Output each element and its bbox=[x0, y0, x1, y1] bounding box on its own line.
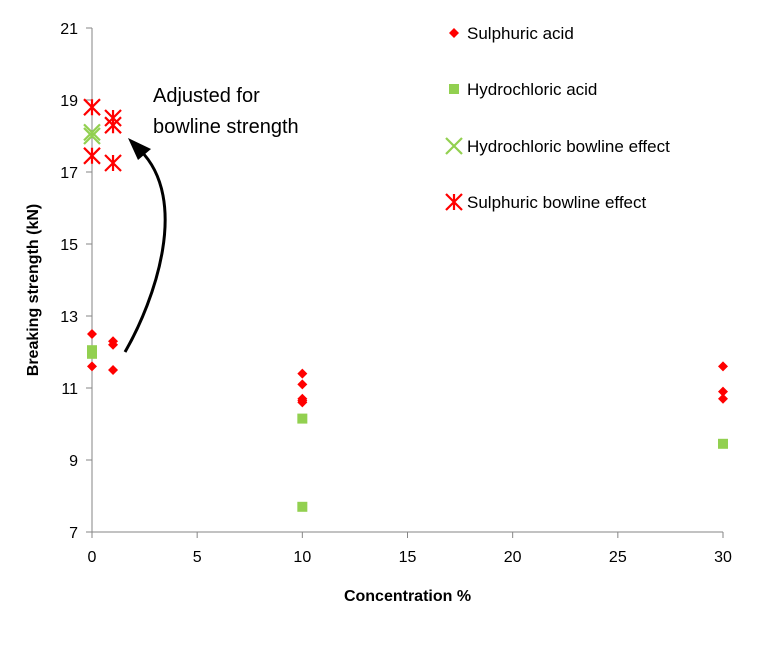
x-tick-label: 20 bbox=[504, 549, 522, 566]
point-star-3 bbox=[104, 154, 122, 172]
legend-marker bbox=[445, 193, 463, 211]
legend-item: Hydrochloric acid bbox=[449, 80, 597, 99]
x-tick-label: 0 bbox=[88, 549, 97, 566]
point-diamond-0 bbox=[297, 368, 308, 379]
x-tick-label: 30 bbox=[714, 549, 732, 566]
point-square-1 bbox=[297, 501, 308, 512]
point-x-2 bbox=[83, 123, 101, 142]
legend: Sulphuric acid Hydrochloric acid Hydrochlo… bbox=[445, 24, 670, 212]
legend-item: Sulphuric acid bbox=[449, 24, 574, 43]
x-tick-label: 25 bbox=[609, 549, 627, 566]
annotation: Adjusted for bowline strength bbox=[123, 85, 299, 353]
y-tick-label: 15 bbox=[60, 237, 78, 254]
point-diamond-0 bbox=[87, 329, 97, 339]
point-diamond-0 bbox=[87, 361, 97, 372]
point-square-1 bbox=[87, 348, 97, 359]
annotation-arrowhead bbox=[128, 138, 151, 160]
point-diamond-0 bbox=[718, 361, 728, 372]
y-ticks: 7 9 11 13 15 17 19 21 bbox=[60, 21, 92, 542]
legend-marker bbox=[445, 137, 463, 155]
legend-marker bbox=[449, 84, 459, 94]
point-x-2 bbox=[83, 127, 101, 145]
x-axis-title: Concentration % bbox=[344, 588, 471, 605]
y-tick-label: 19 bbox=[60, 93, 78, 110]
point-star-3 bbox=[104, 116, 122, 134]
legend-label: Sulphuric bowline effect bbox=[467, 193, 647, 212]
y-tick-label: 13 bbox=[60, 309, 78, 326]
point-diamond-0 bbox=[718, 386, 728, 397]
legend-label: Sulphuric acid bbox=[467, 24, 574, 43]
y-tick-label: 17 bbox=[60, 165, 78, 182]
legend-label: Hydrochloric bowline effect bbox=[467, 137, 670, 156]
point-star-3 bbox=[83, 98, 101, 116]
y-tick-label: 11 bbox=[61, 381, 78, 398]
y-tick-label: 7 bbox=[69, 525, 78, 542]
y-tick-label: 9 bbox=[69, 453, 78, 470]
point-diamond-0 bbox=[297, 379, 308, 390]
x-ticks: 0 5 10 15 20 25 30 bbox=[88, 532, 732, 566]
x-tick-label: 5 bbox=[193, 549, 202, 566]
x-tick-label: 15 bbox=[399, 549, 417, 566]
point-square-1 bbox=[297, 413, 308, 424]
point-diamond-0 bbox=[718, 393, 728, 404]
x-tick-label: 10 bbox=[293, 549, 311, 566]
legend-label: Hydrochloric acid bbox=[467, 80, 597, 99]
annotation-arrow bbox=[123, 148, 167, 353]
legend-item: Sulphuric bowline effect bbox=[445, 193, 647, 212]
point-diamond-0 bbox=[108, 339, 119, 350]
point-diamond-0 bbox=[297, 395, 308, 406]
point-diamond-0 bbox=[108, 365, 119, 375]
legend-marker bbox=[449, 28, 459, 38]
annotation-line-2: bowline strength bbox=[153, 116, 299, 138]
y-tick-label: 21 bbox=[60, 21, 78, 38]
annotation-line-1: Adjusted for bbox=[153, 85, 260, 107]
point-square-1 bbox=[718, 438, 728, 449]
point-star-3 bbox=[83, 147, 101, 165]
y-axis-title: Breaking strength (kN) bbox=[25, 204, 42, 376]
data-points bbox=[83, 98, 728, 512]
legend-item: Hydrochloric bowline effect bbox=[445, 137, 670, 156]
